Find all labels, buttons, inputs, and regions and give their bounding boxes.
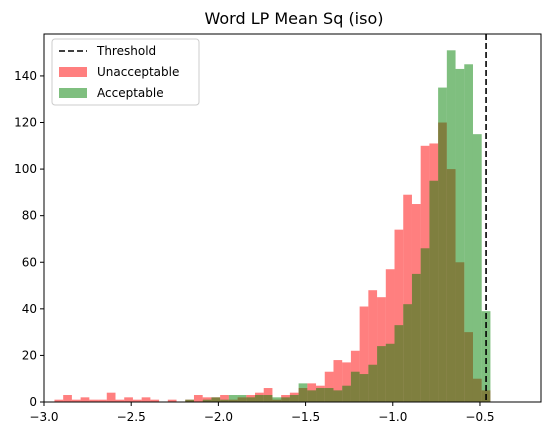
bar-acceptable-30 xyxy=(316,388,325,402)
y-tick-label: 20 xyxy=(22,348,37,362)
bar-acceptable-15 xyxy=(185,399,194,402)
bar-acceptable-32 xyxy=(333,390,343,402)
plot-frame xyxy=(43,33,542,403)
legend-acceptable-swatch xyxy=(59,88,87,98)
bar-acceptable-48 xyxy=(472,134,482,402)
bar-acceptable-46 xyxy=(455,68,465,402)
y-tick-label: 60 xyxy=(22,255,37,269)
legend-threshold-label: Threshold xyxy=(96,44,156,58)
x-tick-label: −1.0 xyxy=(378,410,407,424)
y-tick-label: 120 xyxy=(14,116,37,130)
bar-acceptable-47 xyxy=(464,64,473,403)
bar-acceptable-19 xyxy=(220,399,229,402)
legend-unacceptable-swatch xyxy=(59,67,87,77)
x-tick-label: −0.5 xyxy=(465,410,494,424)
bar-unacceptable-5 xyxy=(98,399,107,402)
bar-unacceptable-33 xyxy=(342,362,351,402)
bar-unacceptable-16 xyxy=(193,395,203,402)
y-tick-label: 100 xyxy=(14,162,37,176)
bar-acceptable-25 xyxy=(272,397,282,402)
bar-acceptable-35 xyxy=(359,374,369,402)
bars-layer xyxy=(54,50,491,403)
bar-unacceptable-38 xyxy=(385,269,395,402)
x-tick-label: −2.5 xyxy=(117,410,146,424)
bar-unacceptable-9 xyxy=(132,399,142,402)
bar-unacceptable-0 xyxy=(54,399,64,402)
bar-acceptable-28 xyxy=(298,383,308,402)
bar-unacceptable-3 xyxy=(80,397,90,402)
bar-unacceptable-8 xyxy=(124,397,133,402)
bar-acceptable-17 xyxy=(202,399,212,402)
bar-acceptable-31 xyxy=(324,388,334,402)
bar-unacceptable-6 xyxy=(106,392,116,402)
bar-acceptable-29 xyxy=(307,390,317,402)
bar-unacceptable-35 xyxy=(359,306,369,402)
bar-unacceptable-4 xyxy=(89,399,99,402)
ticks-layer: −3.0 −2.5 −2.0 −1.5 −1.0 −0.5 0 20 40 60 80 100 120 1… xyxy=(14,69,494,424)
bar-acceptable-20 xyxy=(228,395,238,402)
bar-acceptable-21 xyxy=(237,395,247,402)
x-tick-label: −1.5 xyxy=(291,410,320,424)
bar-unacceptable-31 xyxy=(324,371,334,402)
bar-unacceptable-19 xyxy=(220,395,229,402)
bar-acceptable-41 xyxy=(411,273,421,402)
bar-acceptable-37 xyxy=(377,346,386,402)
chart-title: Word LP Mean Sq (iso) xyxy=(205,9,384,28)
bar-acceptable-27 xyxy=(289,395,299,402)
x-tick-label: −3.0 xyxy=(29,410,58,424)
bar-unacceptable-13 xyxy=(167,399,177,402)
bar-unacceptable-32 xyxy=(333,360,343,402)
bar-unacceptable-7 xyxy=(115,399,125,402)
bar-acceptable-26 xyxy=(281,397,290,402)
legend-acceptable-label: Acceptable xyxy=(97,86,164,100)
bar-unacceptable-2 xyxy=(71,399,81,402)
y-tick-label: 80 xyxy=(22,209,37,223)
bar-acceptable-36 xyxy=(368,364,378,402)
legend: Threshold Unacceptable Acceptable xyxy=(51,38,200,106)
bar-acceptable-23 xyxy=(255,395,264,402)
bar-acceptable-49 xyxy=(481,311,491,402)
x-tick-label: −2.0 xyxy=(204,410,233,424)
bar-unacceptable-36 xyxy=(368,290,378,402)
bar-acceptable-34 xyxy=(350,371,360,402)
bar-acceptable-44 xyxy=(438,87,447,403)
bar-acceptable-24 xyxy=(263,395,273,402)
bar-acceptable-39 xyxy=(394,325,404,402)
bar-acceptable-43 xyxy=(429,180,439,402)
bar-unacceptable-39 xyxy=(394,229,404,402)
y-tick-label: 140 xyxy=(14,69,37,83)
bar-unacceptable-10 xyxy=(141,397,151,402)
bar-unacceptable-1 xyxy=(63,395,72,402)
legend-box xyxy=(51,38,200,106)
legend-unacceptable-label: Unacceptable xyxy=(97,65,179,79)
bar-acceptable-42 xyxy=(420,248,430,402)
y-tick-label: 0 xyxy=(29,395,37,409)
bar-acceptable-38 xyxy=(385,343,395,402)
bar-acceptable-40 xyxy=(403,304,412,402)
y-tick-label: 40 xyxy=(22,302,37,316)
bar-unacceptable-40 xyxy=(403,194,412,402)
bar-unacceptable-11 xyxy=(150,399,160,402)
bar-acceptable-45 xyxy=(446,50,456,402)
bar-acceptable-22 xyxy=(246,397,256,402)
bar-acceptable-33 xyxy=(342,385,351,402)
bar-acceptable-18 xyxy=(211,397,221,402)
